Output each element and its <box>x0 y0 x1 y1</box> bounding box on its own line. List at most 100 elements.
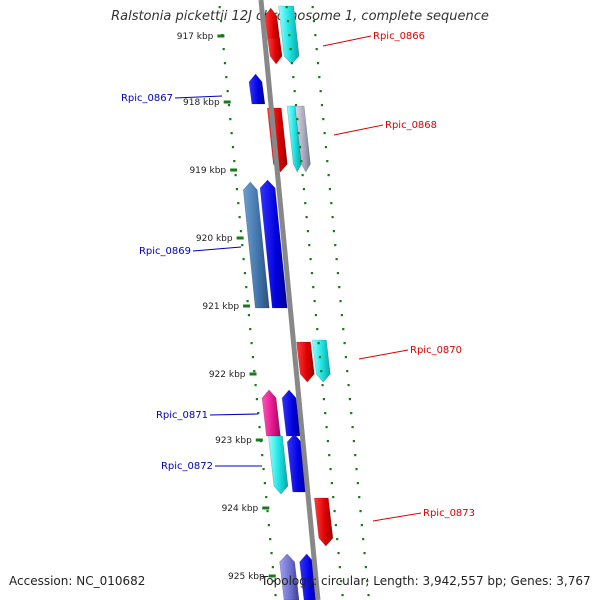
guide-dot <box>292 76 295 79</box>
guide-dot <box>304 202 307 205</box>
guide-dot <box>358 496 361 499</box>
guide-dot <box>315 48 318 51</box>
guide-dot <box>306 230 310 233</box>
gene-feature[interactable] <box>313 497 334 547</box>
guide-dot <box>285 6 288 9</box>
gene-label[interactable]: Rpic_0866 <box>373 31 425 42</box>
gene-labels: Rpic_0866 Rpic_0867 Rpic_0868 Rpic_0869 Rpic… <box>121 31 475 522</box>
guide-dot <box>298 146 302 149</box>
gene-label[interactable]: Rpic_0871 <box>156 410 208 421</box>
guide-dot <box>363 552 366 555</box>
gene-label[interactable]: Rpic_0872 <box>161 461 213 472</box>
guide-dot <box>364 566 367 569</box>
gene-feature[interactable] <box>279 553 300 600</box>
ruler-tick <box>236 236 244 240</box>
gene-label[interactable]: Rpic_0873 <box>423 508 475 519</box>
gene-label[interactable]: Rpic_0869 <box>139 246 191 257</box>
guide-dot <box>333 510 336 513</box>
position-ruler: 917 kbp 918 kbp 919 kbp 920 kbp 921 kbp 922 k… <box>177 32 276 582</box>
guide-dot <box>342 328 345 331</box>
gene-feature[interactable] <box>248 73 266 105</box>
gene-feature[interactable] <box>261 389 281 437</box>
gene-feature[interactable] <box>294 105 311 173</box>
guide-dot <box>265 496 268 499</box>
gene-feature[interactable] <box>259 179 288 309</box>
guide-dot <box>359 510 362 513</box>
label-leader-line <box>372 512 422 522</box>
guide-dot <box>234 174 237 177</box>
guide-dot <box>334 244 337 247</box>
ruler-tick <box>268 574 276 578</box>
chromosome-backbone <box>258 0 321 600</box>
guide-dot <box>312 20 316 23</box>
guide-dot <box>348 398 352 401</box>
guide-dot <box>320 104 324 107</box>
ruler-tick <box>217 34 225 38</box>
gene-feature[interactable] <box>267 37 283 65</box>
label-leader-line <box>333 124 384 136</box>
ruler-tick-label: 921 kbp <box>202 302 239 312</box>
guide-dot <box>328 188 332 191</box>
guide-dot <box>222 48 225 51</box>
guide-dot <box>235 188 239 191</box>
guide-dot <box>334 524 337 527</box>
guide-dot <box>335 258 338 261</box>
gene-feature[interactable] <box>264 7 281 41</box>
label-leader-line <box>174 95 223 99</box>
ruler-tick <box>230 168 238 172</box>
guide-dot <box>344 356 348 359</box>
guide-dot <box>273 580 276 583</box>
guide-dot <box>294 104 298 107</box>
guide-dot <box>354 454 357 457</box>
guide-dot <box>267 524 270 527</box>
gene-feature[interactable] <box>311 339 331 383</box>
guide-dot <box>332 230 336 233</box>
label-leader-line <box>322 35 372 47</box>
guide-dot <box>297 132 300 135</box>
guide-dot <box>323 132 326 135</box>
gene-feature[interactable] <box>242 181 270 309</box>
guide-dot <box>308 244 311 247</box>
guide-dot <box>227 104 231 107</box>
guide-dot <box>311 6 314 9</box>
guide-dot <box>296 118 299 121</box>
gene-label[interactable]: Rpic_0868 <box>385 120 437 131</box>
gene-feature[interactable] <box>296 341 315 383</box>
guide-dot <box>340 314 344 317</box>
guide-dot <box>321 384 324 387</box>
guide-dot <box>223 62 227 65</box>
guide-dot <box>332 496 335 499</box>
gene-label[interactable]: Rpic_0867 <box>121 93 173 104</box>
ruler-tick-label: 923 kbp <box>215 436 252 446</box>
guide-dot <box>316 62 320 65</box>
guide-dot <box>241 244 244 247</box>
ruler-tick-label: 918 kbp <box>183 98 220 108</box>
gene-track <box>242 5 334 600</box>
guide-dot <box>336 272 340 275</box>
gene-feature[interactable] <box>286 105 302 173</box>
guide-dot <box>337 552 340 555</box>
guide-dot <box>355 468 358 471</box>
guide-dot <box>274 594 277 597</box>
gene-feature[interactable] <box>268 435 289 495</box>
gene-label[interactable]: Rpic_0870 <box>410 345 462 356</box>
ruler-tick <box>262 506 270 510</box>
guide-dot <box>314 34 317 37</box>
guide-dot <box>340 580 343 583</box>
label-leader-line <box>358 349 409 360</box>
guide-dot <box>336 538 339 541</box>
guide-dot <box>347 384 350 387</box>
guide-dot <box>343 342 346 345</box>
guide-dot <box>312 286 315 289</box>
ruler-tick <box>255 438 263 442</box>
guide-dot <box>251 356 255 359</box>
guide-dot <box>253 370 256 373</box>
guide-dot <box>255 398 259 401</box>
genome-summary: Topology: circular; Length: 3,942,557 bp… <box>261 574 591 588</box>
guide-dot <box>288 34 291 37</box>
guide-dot <box>316 328 319 331</box>
label-leader-line <box>209 413 259 416</box>
guide-dot <box>261 454 264 457</box>
guide-dot <box>233 160 236 163</box>
guide-dot <box>249 328 252 331</box>
